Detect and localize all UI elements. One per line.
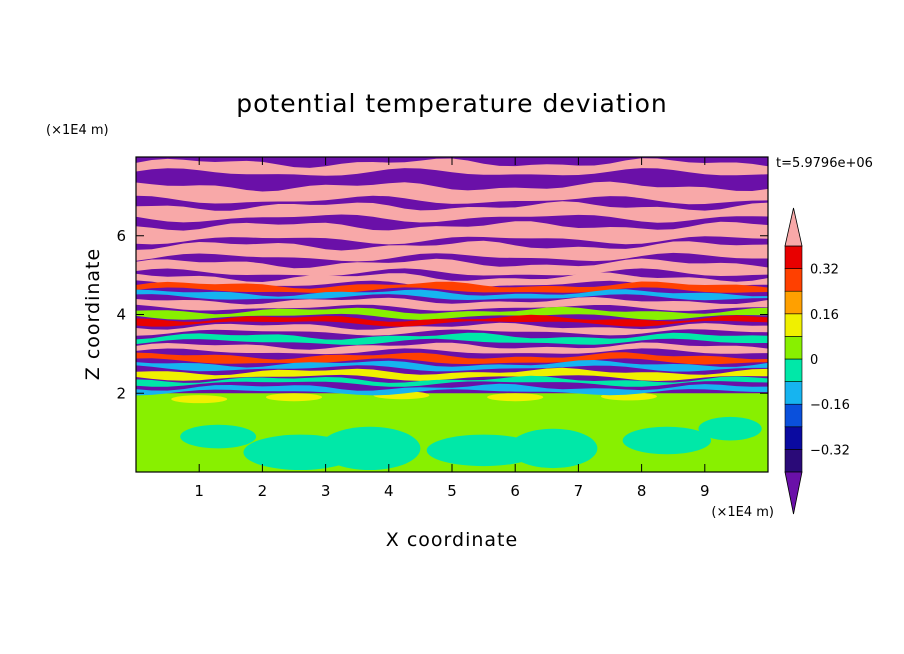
upper-pink-band bbox=[136, 272, 768, 290]
field-lower-layer bbox=[136, 391, 768, 472]
x-tick-label: 6 bbox=[510, 482, 520, 500]
field-upper-layer bbox=[136, 158, 768, 396]
x-tick-label: 2 bbox=[258, 482, 268, 500]
colorbar-under-arrow bbox=[784, 471, 803, 515]
x-tick-label: 4 bbox=[384, 482, 394, 500]
mixing-band bbox=[136, 306, 768, 320]
lower-blob bbox=[508, 428, 598, 469]
mixing-band bbox=[136, 297, 768, 311]
upper-pink-band bbox=[136, 258, 768, 276]
colorbar-segment bbox=[784, 358, 803, 382]
colorbar-segment bbox=[784, 403, 803, 428]
mixing-band bbox=[136, 383, 768, 396]
colorbar-segment bbox=[784, 449, 803, 473]
mixing-band bbox=[136, 289, 768, 301]
mixing-band bbox=[136, 332, 768, 345]
x-tick-label: 7 bbox=[574, 482, 584, 500]
x-axis: 1 2 3 4 5 6 7 8 9 bbox=[194, 157, 710, 500]
lower-blob bbox=[622, 426, 712, 455]
colorbar-tick-label: −0.16 bbox=[810, 398, 850, 413]
upper-pink-band bbox=[136, 201, 768, 223]
y-tick-label: 2 bbox=[116, 384, 126, 402]
lower-edge-blob bbox=[487, 393, 544, 402]
x-tick-label: 1 bbox=[194, 482, 204, 500]
y-tick-label: 4 bbox=[116, 306, 126, 324]
plot-area bbox=[136, 157, 768, 472]
time-label: t=5.9796e+06 bbox=[776, 156, 873, 171]
x-tick-label: 3 bbox=[321, 482, 331, 500]
colorbar-segment bbox=[784, 336, 803, 360]
lower-edge-blob bbox=[266, 393, 322, 402]
mixing-band bbox=[136, 322, 768, 336]
colorbar-segment bbox=[784, 245, 803, 269]
colorbar-tick-label: 0.32 bbox=[810, 263, 839, 278]
x-tick-label: 9 bbox=[700, 482, 710, 500]
colorbar-segment bbox=[784, 313, 803, 337]
colorbar-tick-label: −0.32 bbox=[810, 443, 850, 458]
colorbar-segment bbox=[784, 290, 803, 315]
colorbar-segment bbox=[784, 268, 803, 292]
x-tick-label: 8 bbox=[637, 482, 647, 500]
y-tick-label: 6 bbox=[116, 227, 126, 245]
mixing-band bbox=[136, 314, 768, 327]
lower-blob bbox=[319, 426, 421, 471]
colorbar-tick-label: 0 bbox=[810, 353, 818, 368]
mixing-band bbox=[136, 352, 768, 365]
mixing-band bbox=[136, 367, 768, 381]
mixing-band bbox=[136, 360, 768, 372]
colorbar: 0.32 0.16 0 −0.16 −0.32 bbox=[784, 207, 850, 515]
colorbar-segment bbox=[784, 381, 803, 405]
mixing-band bbox=[136, 281, 768, 294]
colorbar-tick-label: 0.16 bbox=[810, 308, 839, 323]
lower-blob bbox=[180, 424, 257, 449]
x-tick-label: 5 bbox=[447, 482, 457, 500]
x-unit-label: (×1E4 m) bbox=[711, 505, 774, 520]
y-axis: 2 4 6 bbox=[116, 227, 768, 402]
mixing-band bbox=[136, 342, 768, 355]
y-unit-label: (×1E4 m) bbox=[46, 123, 109, 138]
x-axis-label: X coordinate bbox=[386, 529, 518, 551]
y-axis-label: Z coordinate bbox=[82, 248, 104, 380]
colorbar-segment bbox=[784, 426, 803, 450]
upper-pink-band bbox=[136, 240, 768, 262]
mixing-band bbox=[136, 375, 768, 387]
upper-pink-band bbox=[136, 221, 768, 245]
lower-edge-blob bbox=[171, 395, 228, 404]
upper-pink-band bbox=[136, 181, 768, 205]
chart-title: potential temperature deviation bbox=[236, 89, 667, 118]
colorbar-over-arrow bbox=[784, 207, 803, 247]
upper-pink-band bbox=[136, 158, 768, 176]
lower-blob bbox=[698, 416, 762, 441]
